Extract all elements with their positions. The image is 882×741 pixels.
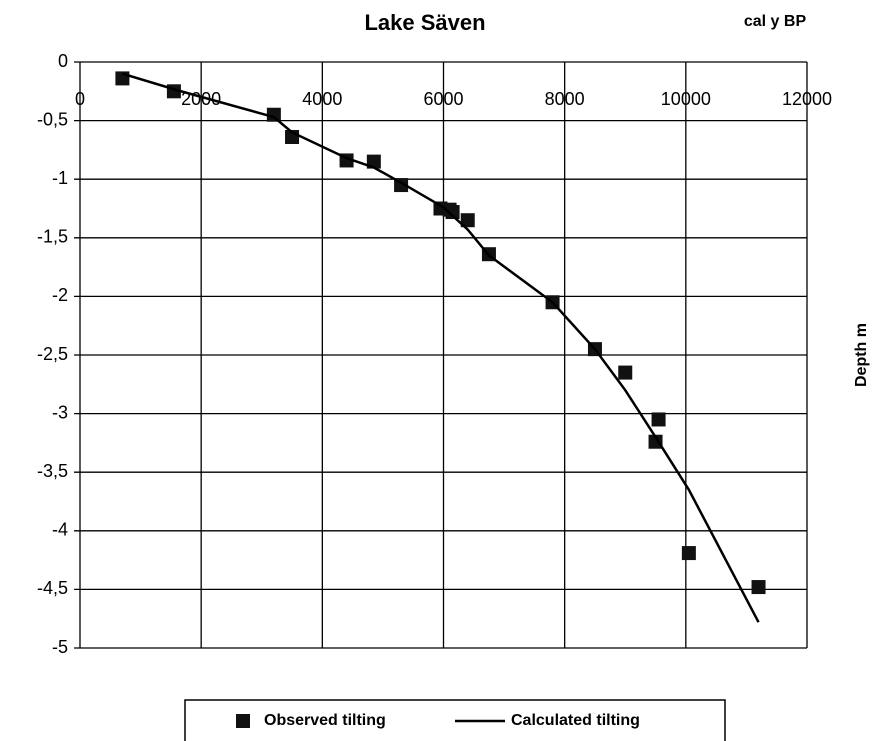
marker — [115, 71, 130, 86]
legend-label: Calculated tilting — [511, 712, 640, 729]
y-tick-label: -0,5 — [37, 109, 68, 129]
y-tick-label: -3 — [52, 402, 68, 422]
marker — [618, 365, 633, 380]
y-tick-label: -4 — [52, 520, 68, 540]
chart-title: Lake Säven — [364, 10, 485, 35]
marker — [266, 107, 281, 122]
legend-label: Observed tilting — [264, 712, 386, 729]
x-axis-label: cal y BP — [744, 13, 807, 30]
marker — [681, 546, 696, 561]
line — [122, 72, 760, 623]
marker — [460, 213, 475, 228]
y-tick-label: -4,5 — [37, 578, 68, 598]
y-tick-label: -1 — [52, 168, 68, 188]
marker — [651, 412, 666, 427]
marker — [751, 580, 766, 595]
y-tick-label: -2,5 — [37, 344, 68, 364]
y-axis-label: Depth m — [853, 323, 870, 387]
y-tick-label: -2 — [52, 285, 68, 305]
y-tick-label: 0 — [58, 51, 68, 71]
y-tick-label: -3,5 — [37, 461, 68, 481]
marker — [648, 434, 663, 449]
y-tick-label: -1,5 — [37, 227, 68, 247]
legend-swatch — [236, 714, 250, 728]
marker — [445, 205, 460, 220]
y-tick-label: -5 — [52, 637, 68, 657]
